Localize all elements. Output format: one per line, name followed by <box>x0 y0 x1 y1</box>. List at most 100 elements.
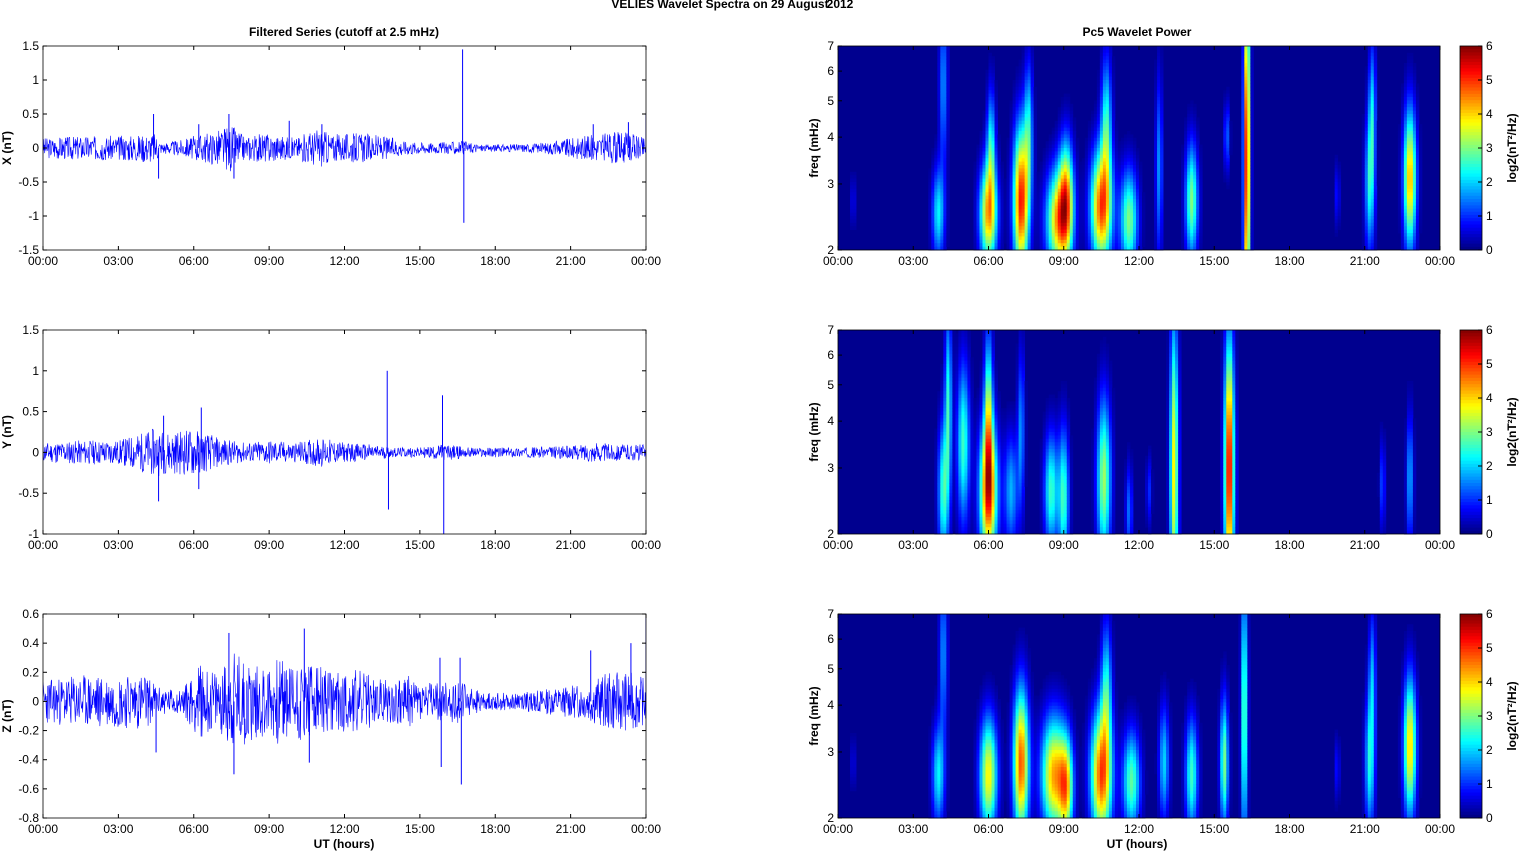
y-wavelet-cell <box>943 336 947 341</box>
x-wavelet-cell <box>1078 185 1083 190</box>
x-wavelet-cell <box>1190 117 1194 122</box>
x-wavelet-cell <box>991 175 995 179</box>
x-wavelet-cell <box>1024 56 1029 60</box>
x-wavelet-cell <box>934 165 938 169</box>
x-wavelet-cell <box>997 202 1001 207</box>
x-wavelet-cell <box>1187 192 1191 196</box>
x-wavelet-cell <box>1364 131 1369 135</box>
x-wavelet-cell <box>991 93 995 98</box>
x-wavelet-cell <box>1093 243 1098 247</box>
y-wavelet-cell <box>952 435 956 440</box>
y-wavelet-cell <box>937 493 941 497</box>
x-wavelet-cell <box>943 219 947 224</box>
x-wavelet-cell <box>1072 239 1077 244</box>
x-wavelet-cell <box>1250 202 1254 207</box>
x-wavelet-cell <box>1096 141 1101 145</box>
x-wavelet-cell <box>1409 76 1414 81</box>
y-wavelet-cell <box>958 428 962 433</box>
x-wavelet-cell <box>1157 134 1161 139</box>
x-wavelet-cell <box>1373 212 1378 217</box>
x-wavelet-cell <box>1051 141 1056 145</box>
x-wavelet-cell <box>1060 120 1065 125</box>
x-wavelet-cell <box>934 137 938 142</box>
x-wavelet-cell <box>1054 216 1059 220</box>
x-wavelet-cell <box>1009 161 1013 166</box>
x-series-trace <box>43 127 646 172</box>
x-wavelet-cell <box>1250 66 1254 71</box>
x-wavelet-cell <box>1120 158 1125 162</box>
x-wavelet-cell <box>1190 100 1194 105</box>
y-series-ytick-label: 1.5 <box>22 323 39 337</box>
x-wavelet-cell <box>1039 175 1044 179</box>
y-wavelet-cell <box>958 493 962 497</box>
x-wavelet-cell <box>1105 148 1110 152</box>
x-wavelet-cell <box>1154 144 1158 149</box>
x-wavelet-cell <box>997 188 1001 193</box>
y-wavelet-cell <box>955 415 959 419</box>
x-wavelet-cell <box>1187 199 1191 203</box>
x-wavelet-cell <box>1370 161 1375 166</box>
x-wavelet-cell <box>934 236 938 241</box>
y-wavelet-cell <box>934 459 938 463</box>
x-wavelet-cell <box>1000 243 1004 247</box>
x-wavelet-cell <box>853 216 857 220</box>
y-wavelet-cell <box>949 336 953 341</box>
y-wavelet-cell <box>934 438 938 443</box>
x-wavelet-cell <box>1012 86 1016 91</box>
x-wavelet-cell <box>982 236 986 241</box>
x-wavelet-cell <box>1087 175 1092 179</box>
x-wavelet-cell <box>1030 52 1035 57</box>
x-wavelet-cell <box>994 171 998 176</box>
x-wavelet-cell <box>1376 178 1381 183</box>
x-wavelet-cell <box>1157 144 1161 149</box>
x-wavelet-cell <box>997 137 1001 142</box>
x-wavelet-cell <box>1099 141 1104 145</box>
x-wavelet-cell <box>988 134 992 139</box>
x-wavelet-cell <box>1403 212 1408 217</box>
x-wavelet-cell <box>850 195 854 200</box>
x-wavelet-cell <box>937 97 941 101</box>
x-wavelet-cell <box>1400 195 1405 200</box>
x-wavelet-cell <box>1367 124 1372 128</box>
x-wavelet-cell <box>1090 131 1095 135</box>
y-wavelet-cell <box>949 493 953 497</box>
x-wavelet-cell <box>1048 151 1053 156</box>
x-wavelet-cell <box>1075 205 1080 210</box>
z-series-ytick-label: -0.6 <box>18 782 39 796</box>
x-wavelet-cell <box>1400 199 1405 203</box>
x-wavelet-cell <box>1027 239 1032 244</box>
x-wavelet-cell <box>1024 161 1029 166</box>
y-wavelet-cell <box>952 455 956 460</box>
x-wavelet-cell <box>991 222 995 227</box>
x-wavelet-cell <box>1367 154 1372 159</box>
x-wavelet-cell <box>1373 188 1378 193</box>
x-wavelet-cell <box>976 216 980 220</box>
x-wavelet-cell <box>1063 158 1068 162</box>
x-wavelet-cell <box>1105 216 1110 220</box>
x-wavelet-cell <box>1015 222 1019 227</box>
x-wavelet-cell <box>931 161 935 166</box>
x-wavelet-cell <box>1406 69 1411 74</box>
y-wavelet-cell <box>940 506 944 511</box>
x-wavelet-cell <box>1241 144 1245 149</box>
x-wavelet-cell <box>1193 233 1197 237</box>
x-wavelet-cell <box>985 124 989 128</box>
x-wavelet-cell <box>1105 219 1110 224</box>
x-wavelet-cell <box>1247 222 1251 227</box>
x-wavelet-cell <box>1241 195 1245 200</box>
x-wavelet-cell <box>1367 239 1372 244</box>
x-wavelet-cell <box>1142 199 1146 203</box>
z-series-ytick-label: 0.2 <box>22 665 39 679</box>
x-wavelet-cell <box>1075 182 1080 186</box>
x-wavelet-cell <box>1120 229 1125 234</box>
x-wavelet-cell <box>1021 161 1026 166</box>
x-wavelet-cell <box>991 127 995 132</box>
x-wavelet-cell <box>946 171 950 176</box>
x-wavelet-cell <box>1030 141 1035 145</box>
x-wavelet-cell <box>1364 229 1369 234</box>
x-wavelet-cell <box>1415 120 1420 125</box>
x-wavelet-cell <box>1361 236 1366 241</box>
x-wavelet-cell <box>1120 236 1125 241</box>
x-wavelet-cell <box>1337 199 1342 203</box>
x-wavelet-cell <box>1027 52 1032 57</box>
